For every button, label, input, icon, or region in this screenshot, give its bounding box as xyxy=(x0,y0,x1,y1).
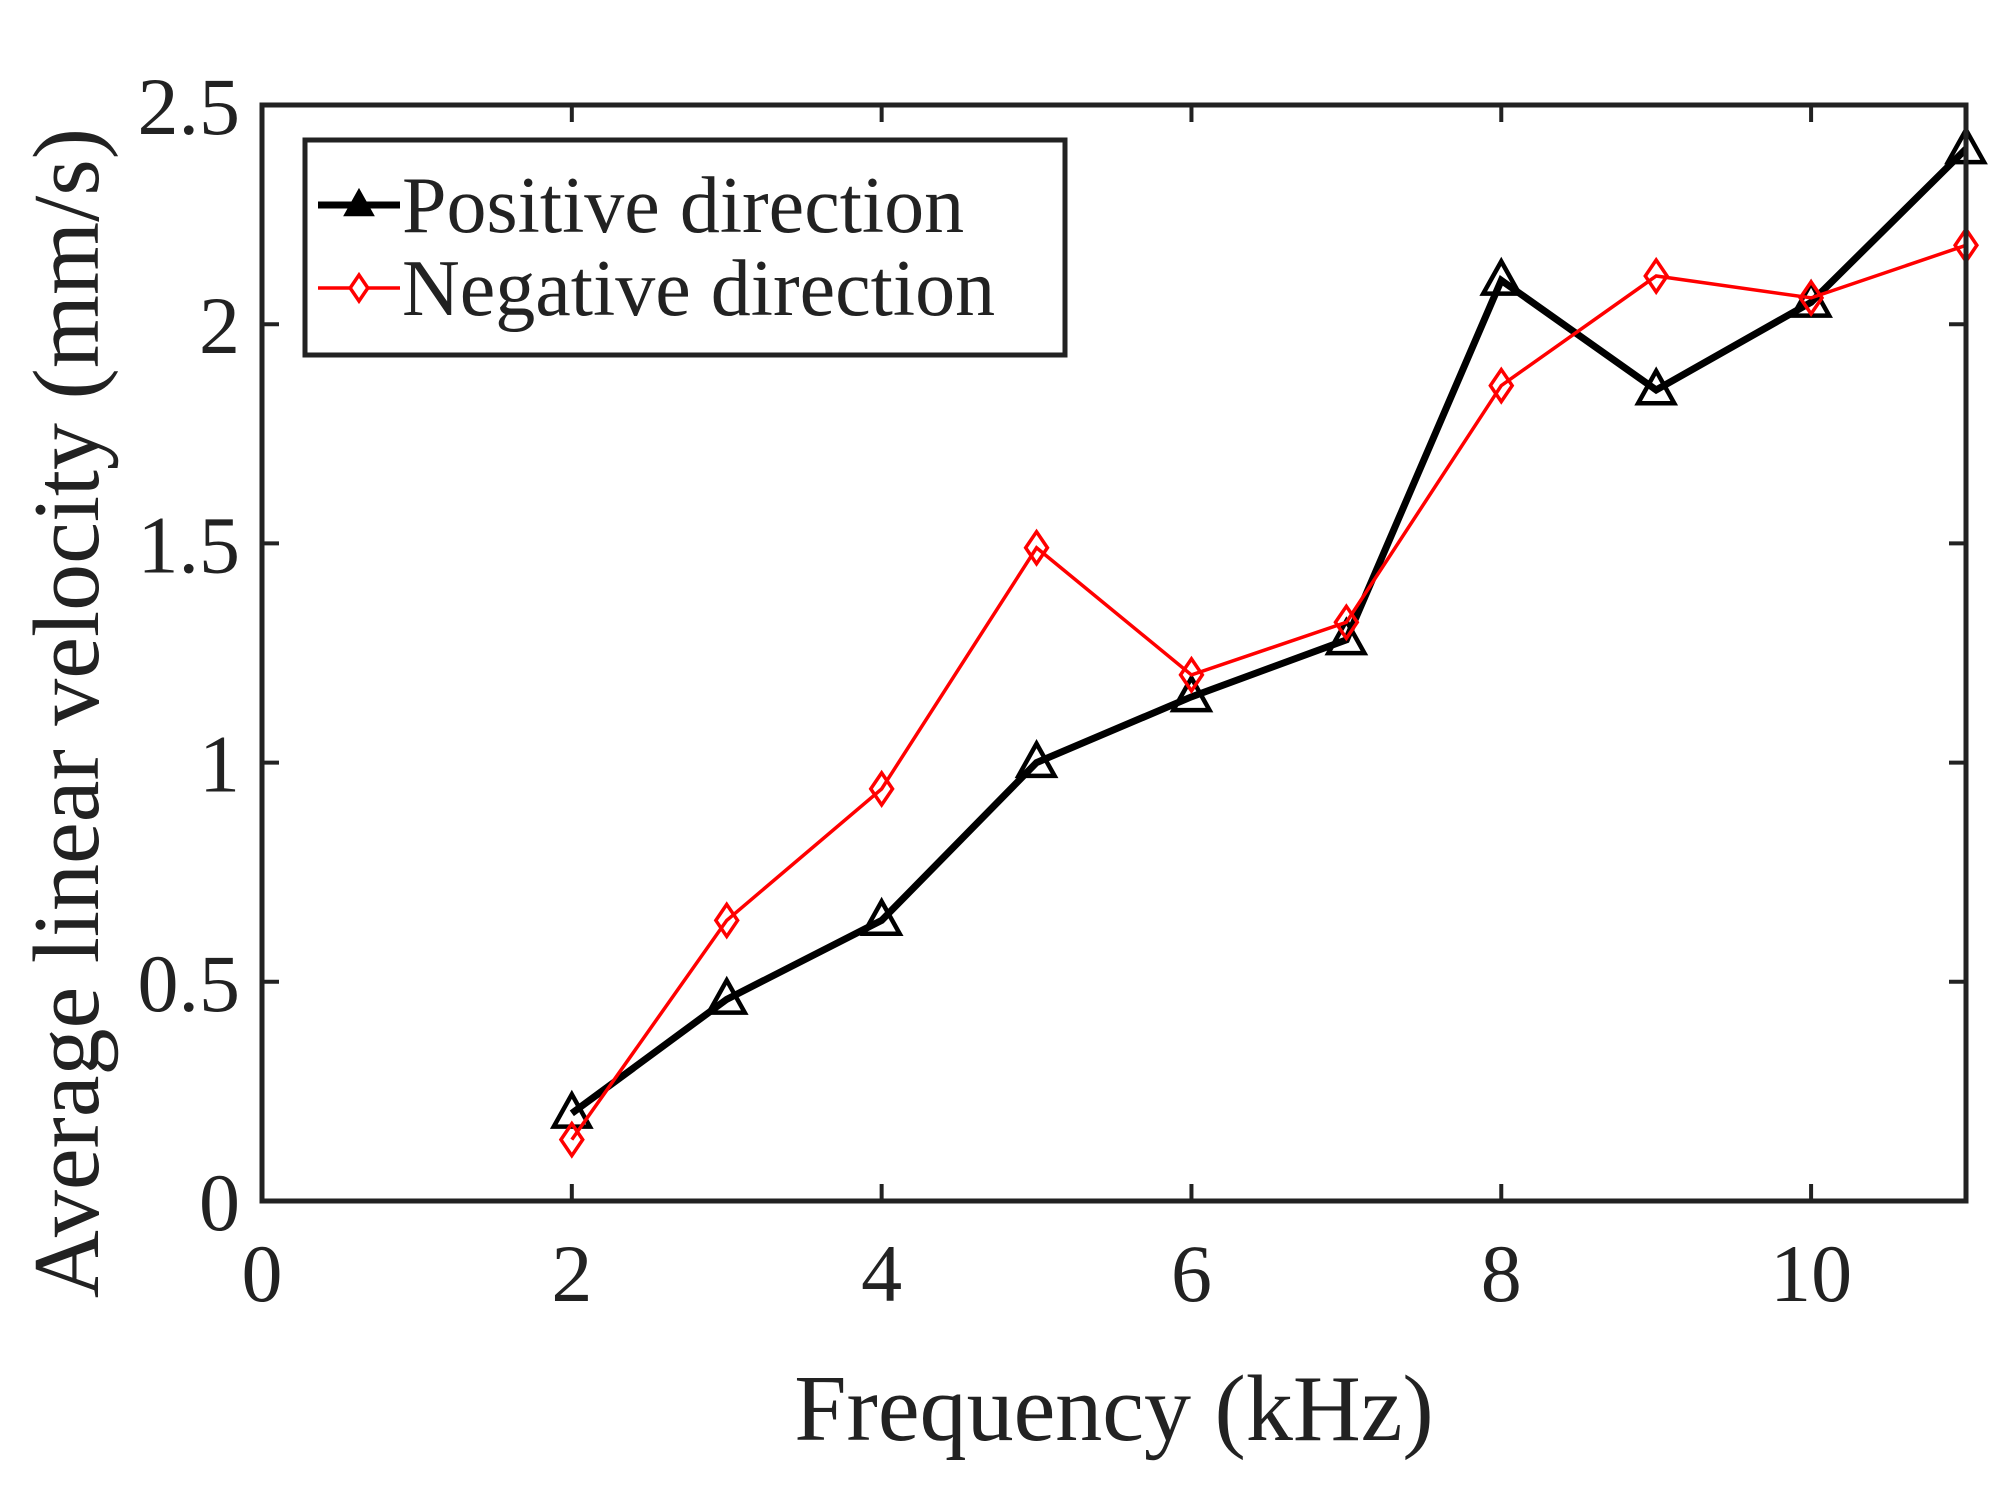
y-tick-label-0: 0 xyxy=(199,1157,240,1248)
x-tick-label-4: 4 xyxy=(861,1228,902,1319)
data-point-positive-direction-4 xyxy=(859,896,904,936)
data-point-negative-direction-9 xyxy=(1643,256,1670,296)
plot-frame xyxy=(259,102,1969,1204)
legend-marker-negative-direction xyxy=(348,271,370,305)
series-positive-direction xyxy=(549,125,1988,1129)
x-tick-label-0: 0 xyxy=(242,1228,283,1319)
data-point-negative-direction-10 xyxy=(1798,278,1825,318)
legend-label-negative-direction: Negative direction xyxy=(402,245,995,333)
x-tick-label-2: 2 xyxy=(551,1228,592,1319)
y-tick-label-1: 1 xyxy=(199,719,240,810)
data-point-positive-direction-9 xyxy=(1634,366,1679,406)
legend-box xyxy=(302,137,1068,358)
axis-ticks: 0 2 4 6 8 10 0 0.5 1 1.5 2 2.5 xyxy=(138,61,1966,1319)
data-point-positive-direction-7 xyxy=(1324,616,1369,656)
data-point-negative-direction-6 xyxy=(1178,655,1205,695)
legend: Positive direction Negative direction xyxy=(302,137,1068,358)
y-tick-label-1-5: 1.5 xyxy=(138,499,241,590)
data-point-negative-direction-7 xyxy=(1333,603,1360,642)
x-tick-label-6: 6 xyxy=(1171,1228,1212,1319)
series-line-negative-direction xyxy=(570,243,1967,1141)
data-point-negative-direction-3 xyxy=(713,901,740,940)
legend-marker-positive-direction xyxy=(343,187,375,217)
y-tick-label-2-5: 2.5 xyxy=(138,61,241,152)
data-point-negative-direction-5 xyxy=(1023,528,1050,567)
x-axis-title: Frequency (kHz) xyxy=(794,1357,1433,1461)
data-point-positive-direction-5 xyxy=(1014,738,1059,779)
x-tick-label-10: 10 xyxy=(1770,1228,1852,1319)
data-point-negative-direction-4 xyxy=(868,769,895,809)
y-tick-label-2: 2 xyxy=(199,280,240,371)
legend-label-positive-direction: Positive direction xyxy=(402,162,964,250)
y-tick-label-0-5: 0.5 xyxy=(138,938,241,1029)
y-axis-title: Average linear velocity (mm/s) xyxy=(15,128,119,1298)
data-point-positive-direction-8 xyxy=(1479,256,1524,296)
plot-series xyxy=(549,125,1988,1159)
data-point-negative-direction-2 xyxy=(558,1120,585,1159)
data-point-negative-direction-8 xyxy=(1488,366,1515,405)
data-point-positive-direction-3 xyxy=(704,975,749,1015)
series-negative-direction xyxy=(558,226,1979,1159)
x-tick-label-8: 8 xyxy=(1481,1228,1522,1319)
data-point-positive-direction-6 xyxy=(1169,673,1214,713)
series-line-positive-direction xyxy=(569,146,1969,1117)
